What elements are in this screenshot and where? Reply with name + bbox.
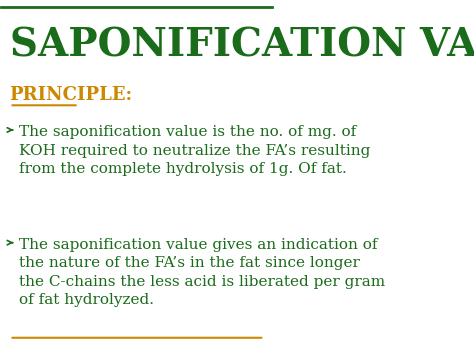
Text: The saponification value gives an indication of
the nature of the FA’s in the fa: The saponification value gives an indica… — [19, 238, 385, 307]
Text: PRINCIPLE:: PRINCIPLE: — [9, 86, 133, 104]
Text: The saponification value is the no. of mg. of
KOH required to neutralize the FA’: The saponification value is the no. of m… — [19, 125, 370, 176]
Text: SAPONIFICATION VALUE: SAPONIFICATION VALUE — [9, 26, 474, 64]
